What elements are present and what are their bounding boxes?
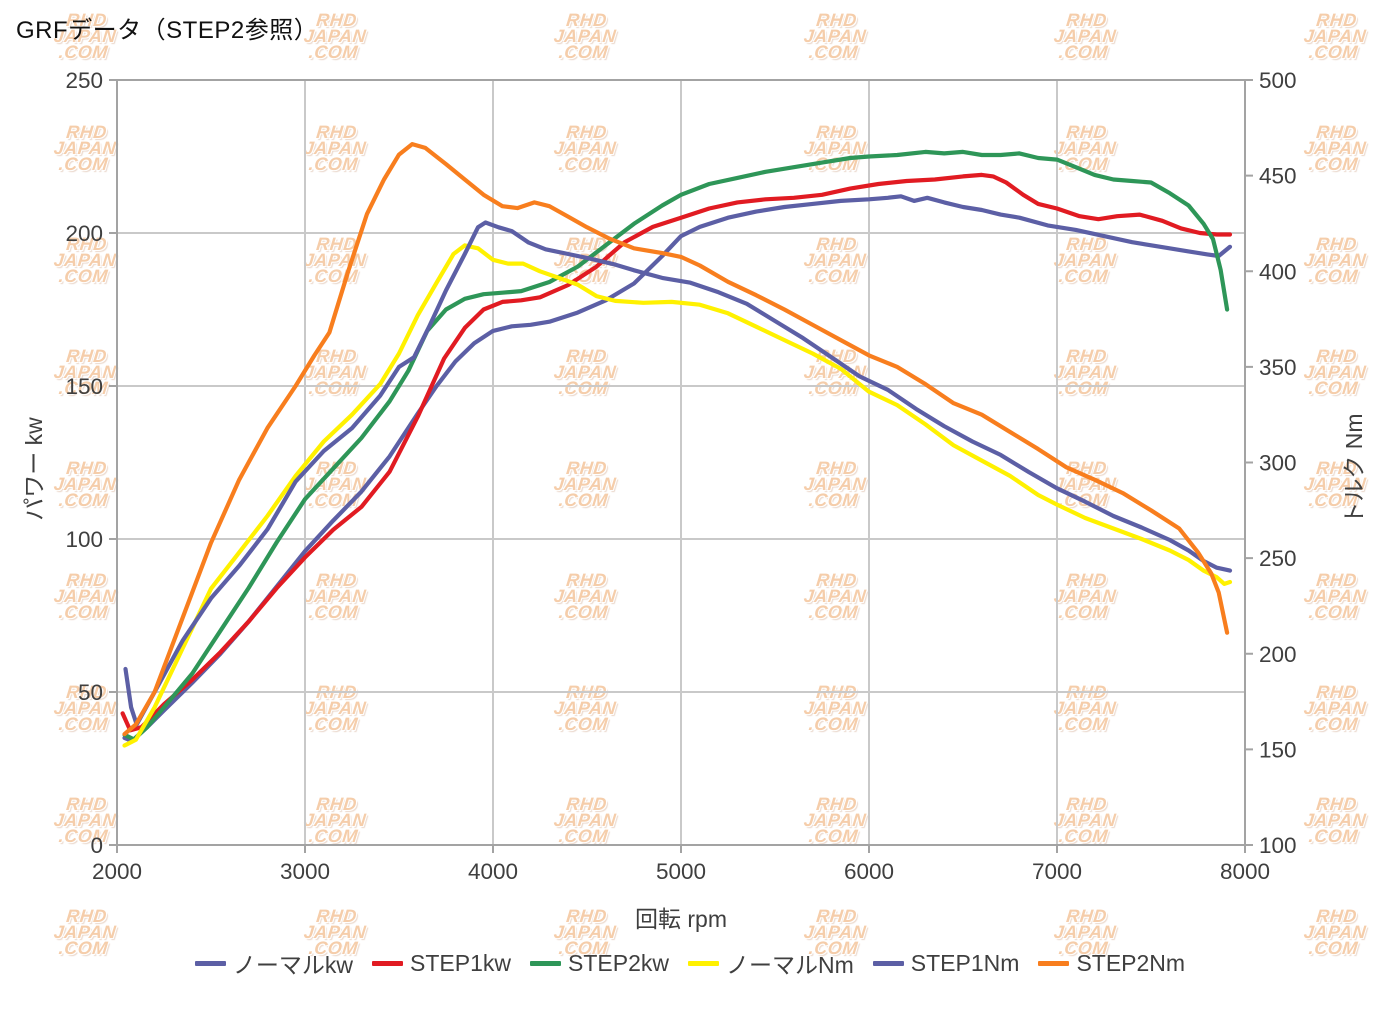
y-axis-left-title: パワー kw [21,417,47,521]
svg-text:200: 200 [1259,642,1297,667]
svg-text:0: 0 [90,833,103,858]
x-axis-title: 回転 rpm [635,906,727,932]
y-axis-right-title: トルク Nm [1341,413,1367,525]
chart-legend: ノーマルkw STEP1kw STEP2kw ノーマルNm STEP1Nm STEP2Nm [60,946,1320,980]
legend-label: STEP1kw [410,949,512,976]
legend-item-STEP1kw: STEP1kw [372,950,511,977]
svg-text:250: 250 [1259,546,1297,571]
svg-text:450: 450 [1259,164,1297,189]
svg-text:100: 100 [1259,833,1297,858]
svg-text:150: 150 [1259,737,1297,762]
legend-item-STEP2Nm: STEP2Nm [1038,950,1185,977]
series-line-ノーマルkw [122,194,1233,744]
legend-swatch-STEP1Nm [872,960,904,966]
legend-item-ノーマルkw: ノーマルkw [194,946,354,980]
legend-label: STEP1Nm [910,949,1020,976]
legend-label: ノーマルkw [232,952,354,978]
series-line-STEP1Nm [123,220,1233,727]
svg-text:400: 400 [1259,259,1297,284]
svg-text:6000: 6000 [844,859,894,884]
legend-swatch-STEP1kw [372,960,404,966]
series-line-STEP2Nm [122,142,1230,737]
legend-swatch-ノーマルkw [194,960,226,966]
svg-text:50: 50 [78,680,103,705]
series-line-STEP2kw [122,149,1230,742]
svg-text:4000: 4000 [468,859,518,884]
svg-text:3000: 3000 [280,859,330,884]
legend-item-STEP1Nm: STEP1Nm [872,949,1020,977]
series-line-STEP1kw [120,172,1233,733]
svg-text:150: 150 [65,374,103,399]
svg-text:5000: 5000 [656,859,706,884]
svg-text:8000: 8000 [1220,859,1270,884]
chart-title: GRFデータ（STEP2参照） [16,17,319,44]
legend-label: STEP2kw [568,949,670,976]
svg-text:200: 200 [65,221,103,246]
tick-marks [109,79,1253,853]
svg-text:350: 350 [1259,355,1297,380]
series-line-ノーマルNm [122,243,1233,748]
series-lines [120,142,1233,748]
svg-text:300: 300 [1259,451,1297,476]
legend-item-STEP2kw: STEP2kw [530,950,669,977]
legend-label: STEP2Nm [1076,949,1186,976]
svg-text:250: 250 [65,68,103,93]
svg-text:500: 500 [1259,68,1297,93]
legend-swatch-STEP2kw [530,960,562,966]
legend-label: ノーマルNm [726,952,854,978]
svg-text:2000: 2000 [92,859,142,884]
legend-swatch-ノーマルNm [688,960,720,966]
legend-swatch-STEP2Nm [1038,960,1070,966]
y-right-tick-labels: 100 150 200 250 300 350 400 450 500 [1259,68,1297,858]
y-left-tick-labels: 0 50 100 150 200 250 [65,68,103,858]
svg-text:7000: 7000 [1032,859,1082,884]
x-axis-tick-labels: 2000 3000 4000 5000 6000 7000 8000 [92,859,1270,884]
legend-item-ノーマルNm: ノーマルNm [688,946,854,980]
svg-text:100: 100 [65,527,103,552]
